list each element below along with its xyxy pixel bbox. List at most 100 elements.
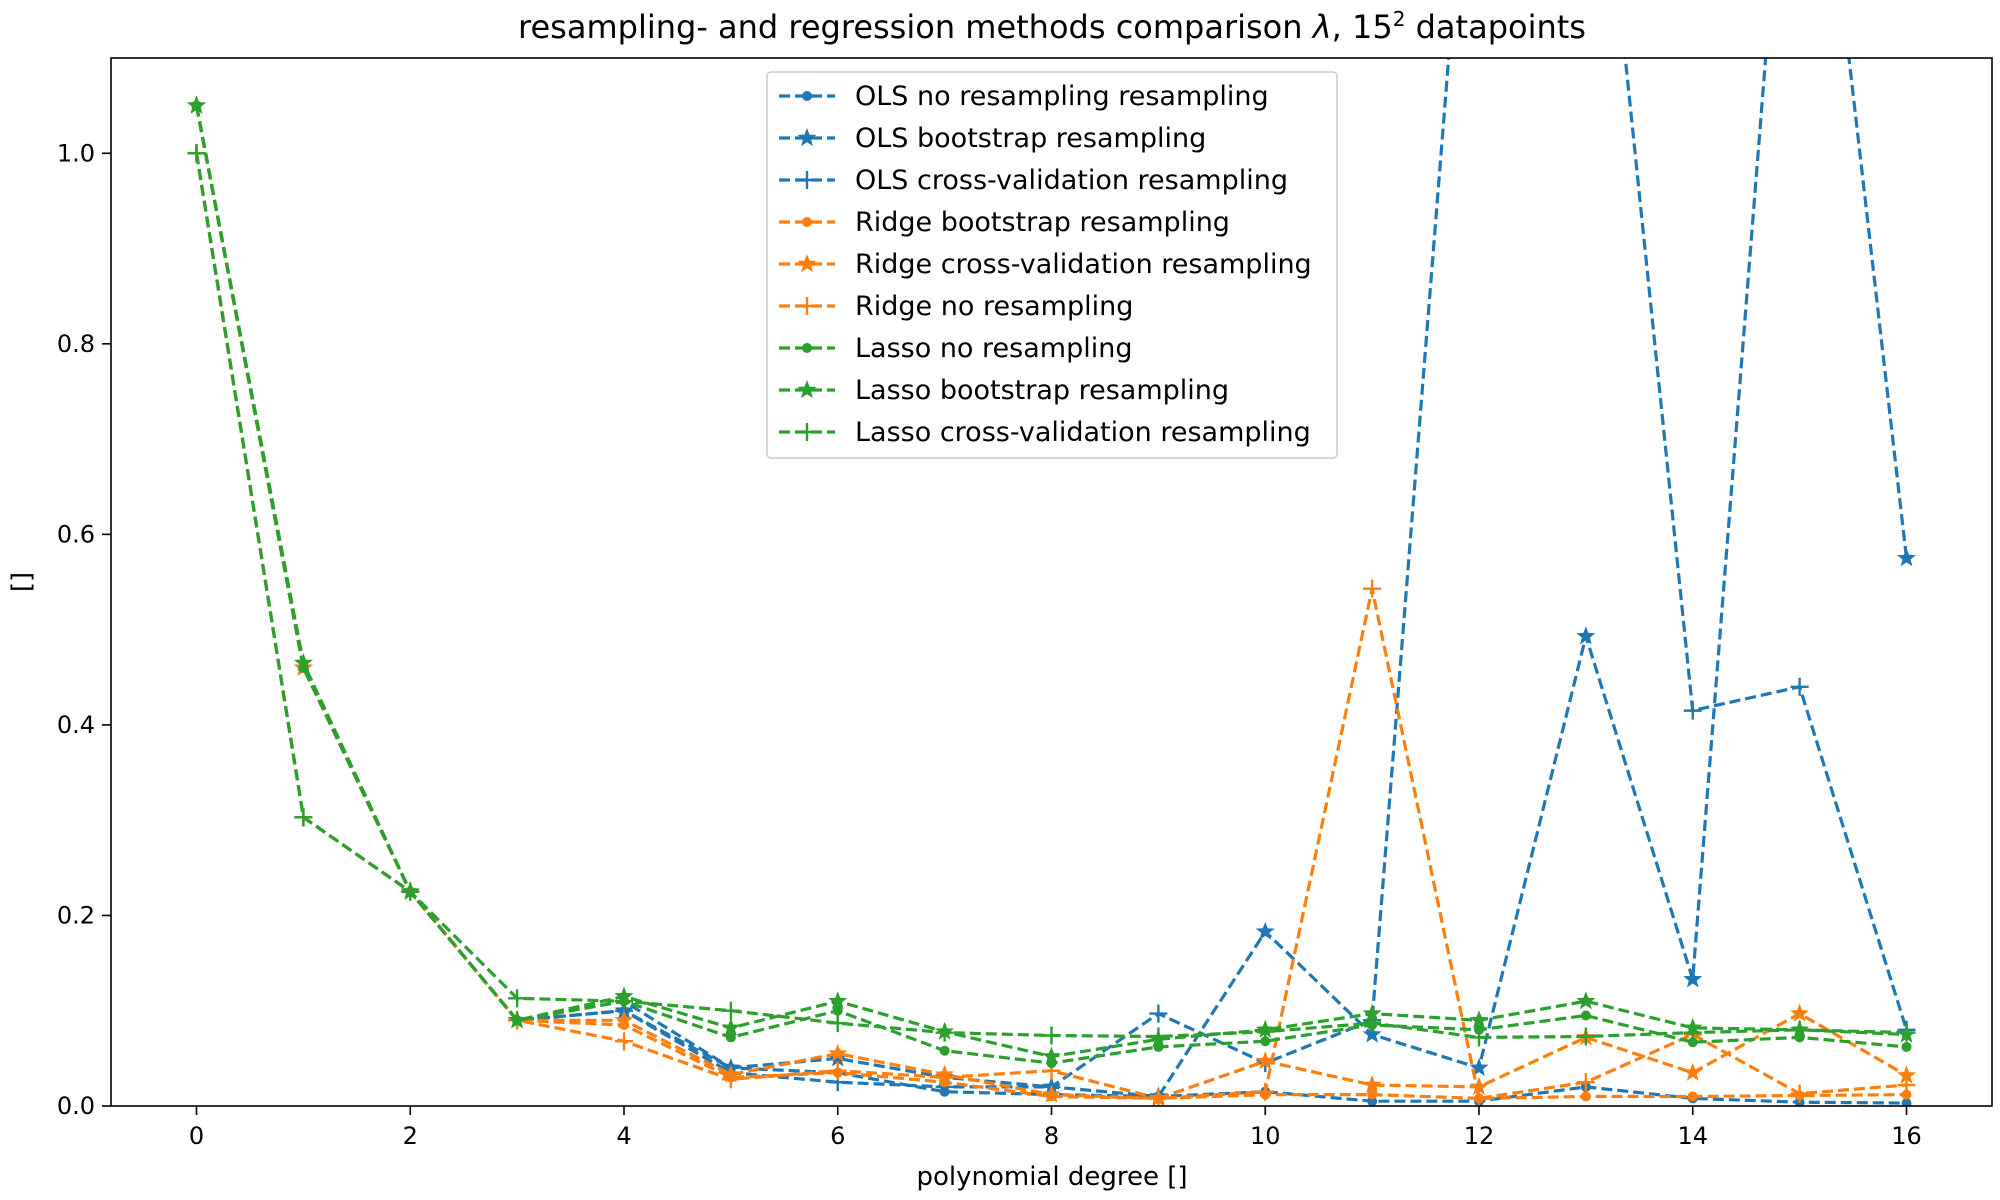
y-axis: 0.0 0.2 0.4 0.6 0.8 1.0 [57,139,111,1120]
data-point [1255,1051,1275,1070]
data-point [1580,1010,1591,1021]
data-point [1901,1098,1912,1106]
data-point [1042,1026,1061,1045]
x-tick-label: 10 [1250,1122,1281,1150]
data-point [725,1032,736,1043]
data-point [1362,1024,1382,1043]
data-point [187,95,206,114]
data-point [1790,1020,1809,1039]
data-point [828,991,848,1010]
data-point [614,1010,634,1029]
legend-item: Lasso cross-validation resampling [779,417,1311,448]
x-tick-label: 12 [1464,1122,1495,1150]
data-point [721,1001,740,1020]
data-point [1790,1084,1809,1103]
data-point [1683,701,1702,720]
data-point [828,1014,847,1033]
series-9 [187,144,1916,1047]
data-point [1362,1003,1382,1022]
legend-item: OLS cross-validation resampling [779,165,1288,196]
data-point [1255,921,1275,940]
data-point [615,992,633,1011]
data-point [832,1005,843,1016]
data-point [1042,1046,1061,1065]
y-tick-label: 0.2 [57,901,95,929]
legend-marker [802,343,812,353]
data-point [1256,1022,1275,1041]
data-point [1683,969,1703,988]
data-point [187,144,206,163]
data-point [1576,1073,1595,1092]
data-point [828,1061,847,1080]
data-point [1576,626,1596,645]
legend-marker [797,128,817,147]
data-point [1469,1076,1489,1095]
legend-item: Lasso bootstrap resampling [779,375,1229,406]
y-axis-label: [] [7,572,37,592]
data-point [1469,1010,1489,1029]
y-tick-label: 0.6 [57,520,95,548]
data-point [1149,1004,1168,1023]
data-point [294,808,313,827]
legend-item: OLS bootstrap resampling [779,123,1206,154]
legend-marker [797,254,817,273]
data-point [721,1070,740,1089]
legend-label: Ridge no resampling [855,291,1133,322]
legend-marker [798,423,816,441]
data-point [1901,1089,1912,1100]
data-point [1149,1027,1168,1046]
legend-marker [797,380,817,399]
legend-marker [802,217,812,227]
data-point [1149,1089,1168,1106]
x-tick-label: 4 [616,1122,631,1150]
x-tick-label: 14 [1677,1122,1708,1150]
data-point [1901,1041,1912,1052]
data-point [1576,991,1596,1010]
data-point [1897,1023,1916,1042]
legend-label: Ridge cross-validation resampling [855,249,1312,280]
y-tick-label: 0.0 [57,1092,95,1120]
legend-label: Ridge bootstrap resampling [855,207,1230,238]
legend-marker [798,297,816,315]
data-point [1683,1023,1702,1042]
x-axis: 0 2 4 6 8 10 12 14 16 [189,1106,1922,1150]
data-point [1470,1089,1488,1106]
data-point [615,1032,633,1051]
data-point [1897,1076,1916,1095]
data-point [721,1017,741,1036]
legend-label: OLS no resampling resampling [855,81,1269,112]
legend-label: OLS bootstrap resampling [855,123,1206,154]
legend-label: Lasso bootstrap resampling [855,375,1229,406]
data-point [1576,1027,1595,1046]
data-point [1790,1003,1810,1022]
legend-item: Lasso no resampling [779,333,1132,364]
y-tick-label: 0.4 [57,711,95,739]
legend-item: Ridge cross-validation resampling [779,249,1312,280]
data-point [1790,677,1809,696]
data-point [1687,1091,1698,1102]
legend-frame [766,71,1338,459]
legend-item: Ridge no resampling [779,291,1133,322]
data-point [1363,1014,1382,1033]
data-point [293,653,313,672]
data-point [935,1068,954,1087]
data-point [1469,1057,1489,1076]
data-point [1897,1065,1916,1084]
x-tick-label: 6 [830,1122,845,1150]
legend: OLS no resampling resampling OLS bootstra… [766,71,1338,459]
x-tick-label: 16 [1891,1122,1922,1150]
chart-title: resampling- and regression methods compa… [518,7,1586,46]
series-layer [187,58,1916,1106]
data-point [508,989,527,1008]
x-tick-label: 8 [1044,1122,1059,1150]
data-point [1683,1062,1703,1081]
y-tick-label: 1.0 [57,139,95,167]
data-point [1897,548,1916,567]
legend-marker [798,171,816,189]
data-point [401,882,420,901]
data-point [1363,579,1382,598]
data-point [1470,1028,1488,1047]
legend-label: Lasso no resampling [855,333,1132,364]
data-point [1256,1082,1275,1101]
